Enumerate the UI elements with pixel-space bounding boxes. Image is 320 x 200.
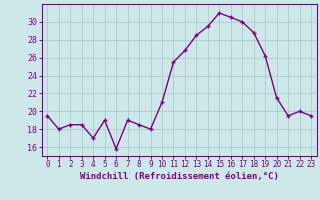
X-axis label: Windchill (Refroidissement éolien,°C): Windchill (Refroidissement éolien,°C): [80, 172, 279, 181]
